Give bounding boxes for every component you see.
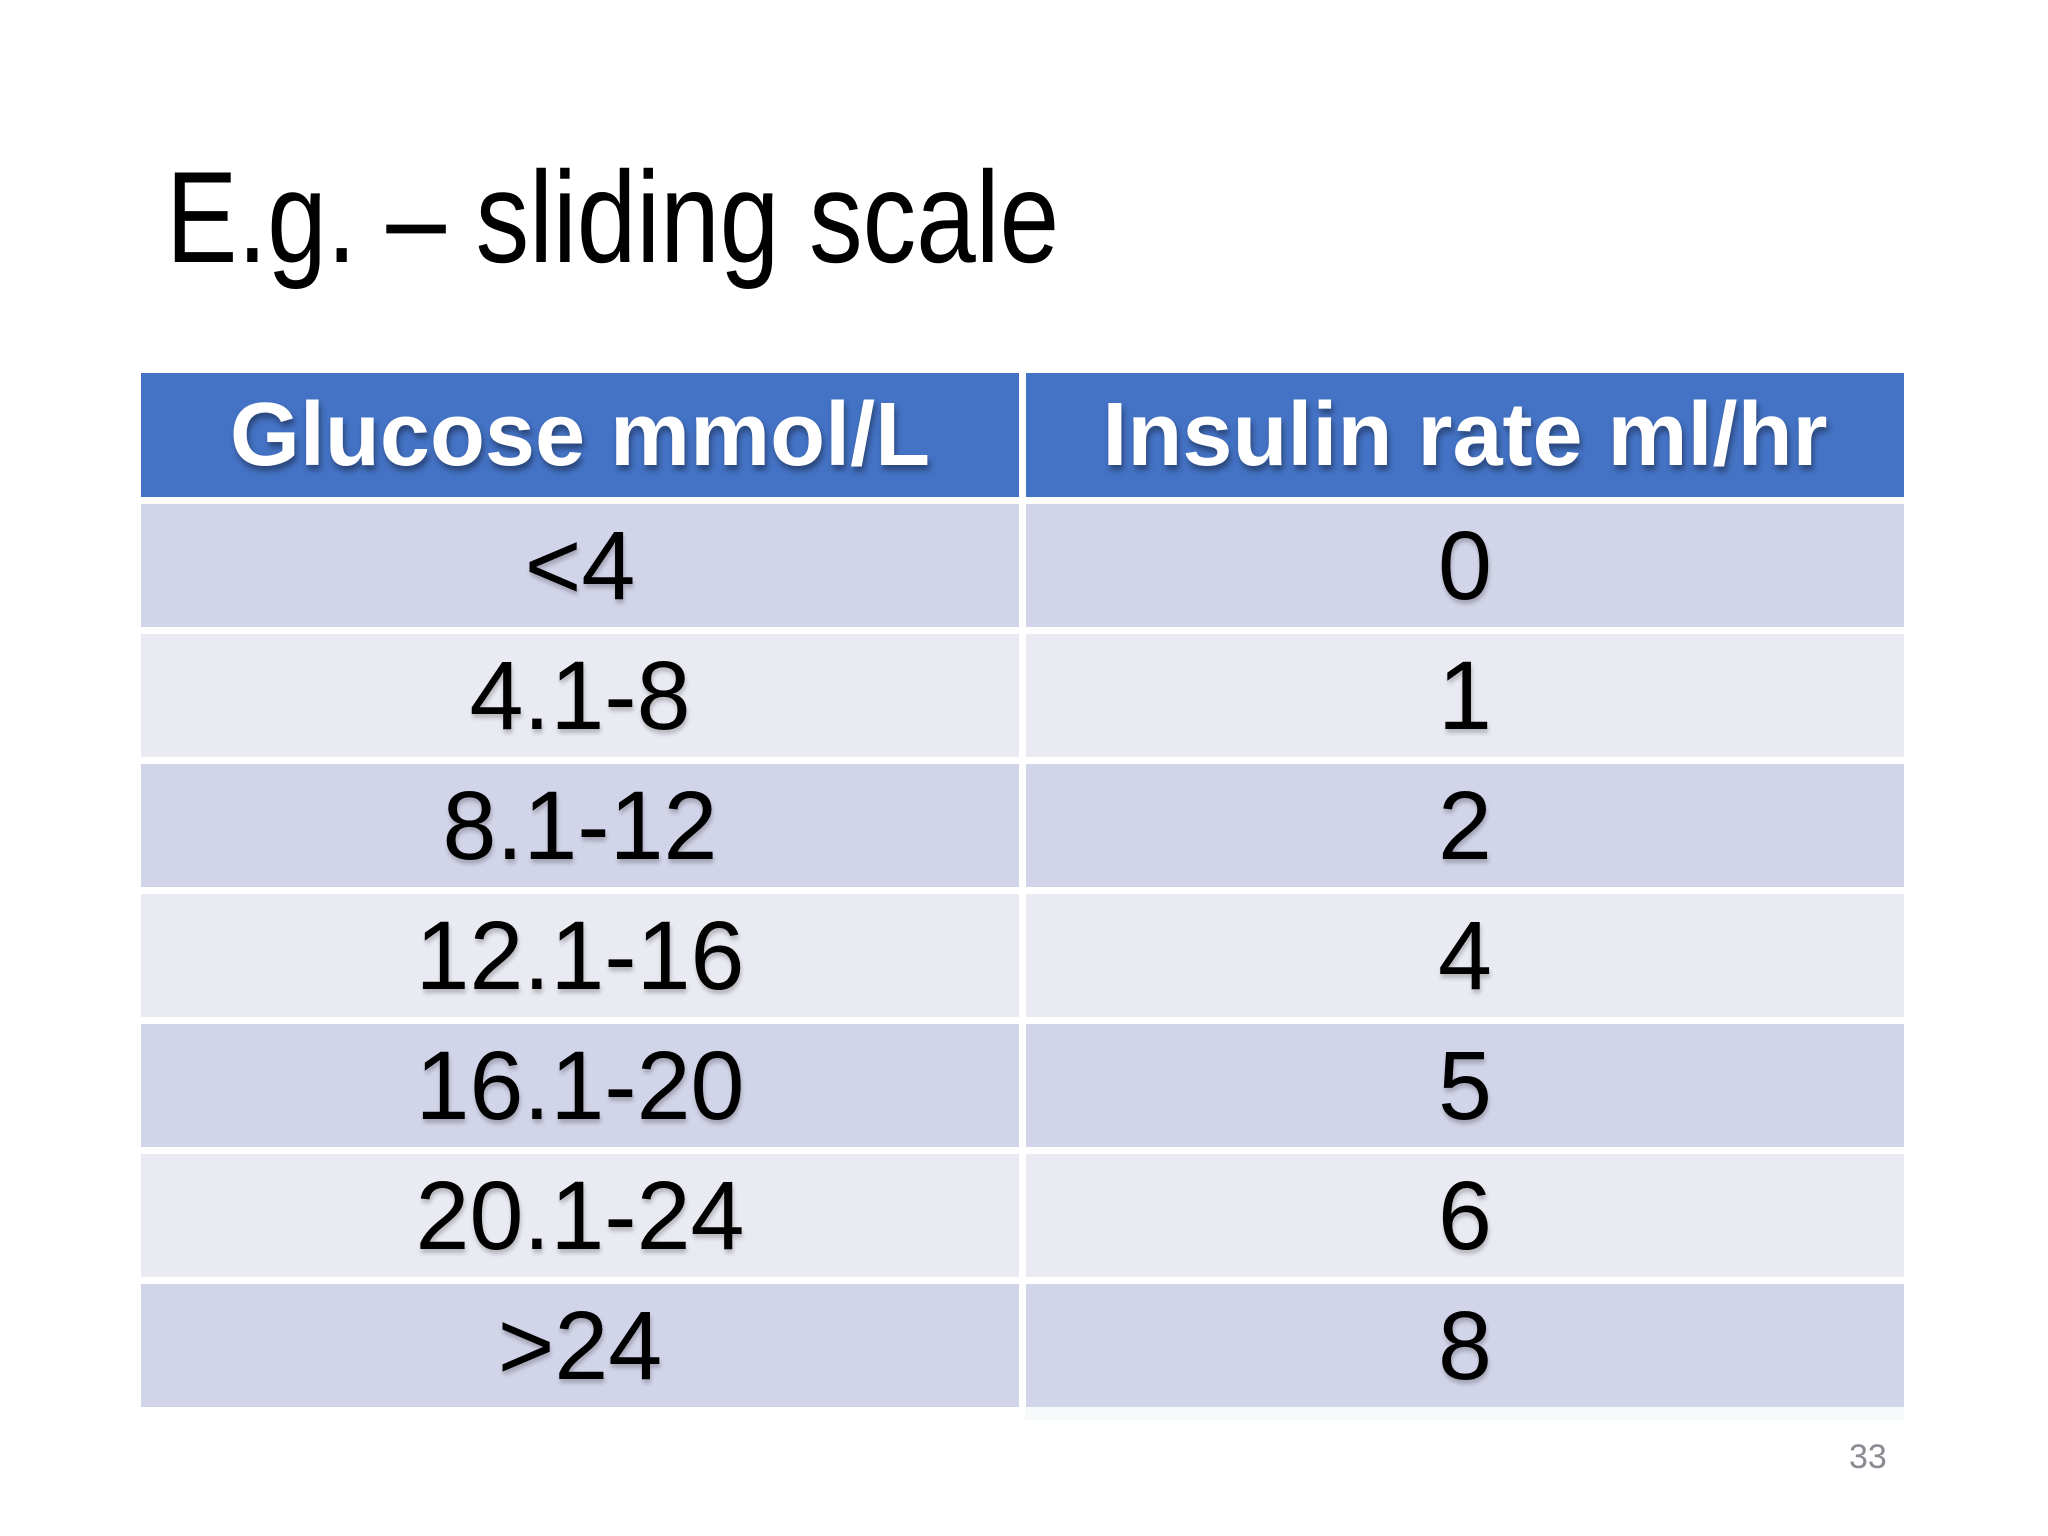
insulin-rate-cell: 4 [1026, 894, 1904, 1017]
insulin-rate-cell: 1 [1026, 634, 1904, 757]
glucose-range-cell: 12.1-16 [141, 894, 1019, 1017]
insulin-rate-cell: 0 [1026, 504, 1904, 627]
glucose-range-cell: 4.1-8 [141, 634, 1019, 757]
glucose-range-cell: 8.1-12 [141, 764, 1019, 887]
sliding-scale-table: Glucose mmol/L Insulin rate ml/hr <4 0 4… [141, 373, 1904, 1407]
glucose-range-cell: 16.1-20 [141, 1024, 1019, 1147]
insulin-rate-cell: 6 [1026, 1154, 1904, 1277]
glucose-range-cell: <4 [141, 504, 1019, 627]
insulin-rate-cell: 2 [1026, 764, 1904, 887]
insulin-rate-cell: 8 [1026, 1284, 1904, 1407]
glucose-range-cell: 20.1-24 [141, 1154, 1019, 1277]
page-number: 33 [1849, 1438, 1887, 1476]
table-header-insulin-rate: Insulin rate ml/hr [1026, 373, 1904, 497]
table-header-glucose: Glucose mmol/L [141, 373, 1019, 497]
table-bottom-strip [1025, 1407, 1904, 1420]
slide-title: E.g. – sliding scale [166, 144, 1060, 290]
glucose-range-cell: >24 [141, 1284, 1019, 1407]
insulin-rate-cell: 5 [1026, 1024, 1904, 1147]
